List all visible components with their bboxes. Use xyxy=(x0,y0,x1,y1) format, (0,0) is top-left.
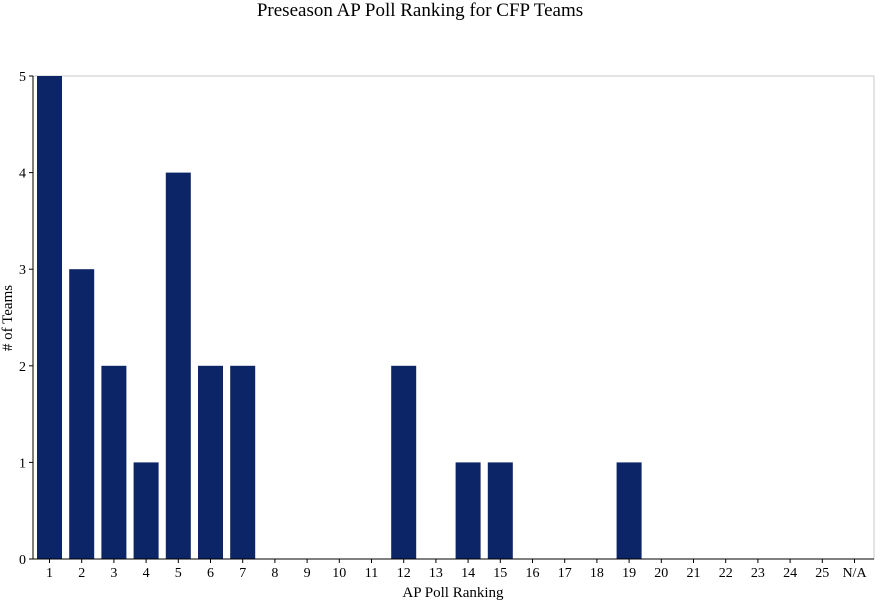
bar-rank-3 xyxy=(101,365,127,559)
y-tick-label: 0 xyxy=(19,553,26,568)
x-tick-label: 11 xyxy=(365,566,378,581)
bar-rank-6 xyxy=(198,365,223,559)
x-tick-label: 8 xyxy=(271,566,278,581)
bar-rank-4 xyxy=(133,462,159,559)
x-tick-label: 7 xyxy=(239,566,246,581)
x-tick-label: 23 xyxy=(751,566,765,581)
bar-rank-12 xyxy=(391,365,417,559)
y-tick-label: 5 xyxy=(19,70,26,85)
bar-rank-1 xyxy=(37,76,62,559)
bar-rank-5 xyxy=(165,172,191,559)
x-tick-label: 21 xyxy=(687,566,701,581)
x-tick-label: 14 xyxy=(461,566,475,581)
x-tick-label: 15 xyxy=(493,566,507,581)
x-tick-label: 4 xyxy=(143,566,150,581)
bar-rank-2 xyxy=(69,269,95,559)
y-tick-label: 3 xyxy=(19,263,26,278)
bar-rank-7 xyxy=(230,365,256,559)
bars xyxy=(37,76,642,559)
plot-frame xyxy=(32,75,875,560)
x-tick-label: 10 xyxy=(332,566,346,581)
x-tick-label: 19 xyxy=(622,566,636,581)
x-tick-label: 9 xyxy=(304,566,311,581)
x-tick-label: 18 xyxy=(590,566,604,581)
x-tick-label: 2 xyxy=(78,566,85,581)
x-tick-label: 13 xyxy=(429,566,443,581)
bar-rank-19 xyxy=(616,462,642,559)
bar-rank-14 xyxy=(455,462,481,559)
x-tick-label: N/A xyxy=(842,566,867,581)
x-tick-label: 24 xyxy=(783,566,797,581)
x-tick-label: 22 xyxy=(719,566,733,581)
x-tick-label: 5 xyxy=(175,566,182,581)
y-axis-title: # of Teams xyxy=(0,285,16,351)
y-tick-label: 2 xyxy=(19,360,26,375)
x-axis-title: AP Poll Ranking xyxy=(402,585,504,601)
x-tick-label: 6 xyxy=(207,566,214,581)
x-tick-label: 25 xyxy=(815,566,829,581)
x-axis-ticks: 1 2 3 4 5 6 7 8 9 10 11 12 13 14 15 16 17 18 19 20 21 22 23 24 2… xyxy=(46,559,867,581)
y-axis-ticks: 0 1 2 3 4 5 xyxy=(19,70,33,568)
chart-title: Preseason AP Poll Ranking for CFP Teams xyxy=(257,0,583,21)
y-tick-label: 1 xyxy=(19,456,26,471)
x-tick-label: 20 xyxy=(654,566,668,581)
y-tick-label: 4 xyxy=(19,167,26,182)
x-tick-label: 16 xyxy=(526,566,540,581)
x-tick-label: 12 xyxy=(397,566,411,581)
x-tick-label: 17 xyxy=(558,566,572,581)
x-tick-label: 3 xyxy=(110,566,117,581)
bar-rank-15 xyxy=(487,462,513,559)
x-tick-label: 1 xyxy=(46,566,53,581)
